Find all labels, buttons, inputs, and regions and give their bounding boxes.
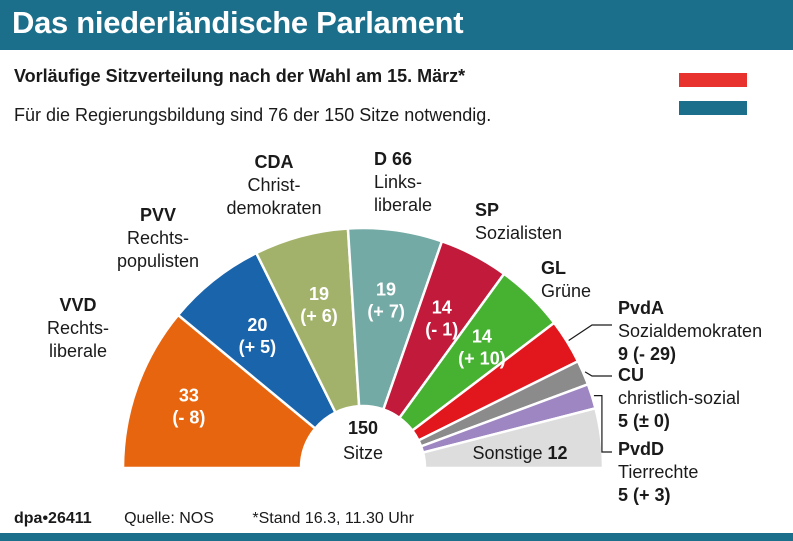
footer: dpa•26411 Quelle: NOS *Stand 16.3, 11.30… xyxy=(14,510,414,528)
party-desc: Grüne xyxy=(541,281,592,301)
seat-value-label: 33 (- 8) xyxy=(172,385,205,427)
party-label-vvd: VVD Rechts-liberale xyxy=(18,294,138,363)
party-label-pvv: PVV Rechts-populisten xyxy=(98,204,218,273)
leader-line xyxy=(584,371,612,377)
dpa-logo: dpa•26411 xyxy=(14,510,92,527)
party-label-d66: D 66 Links-liberale xyxy=(374,148,474,217)
footer-bar xyxy=(0,533,793,541)
party-label-gl: GL Grüne xyxy=(541,257,621,303)
source-note: Quelle: NOS xyxy=(124,510,214,527)
party-seats-change: 5 (± 0) xyxy=(618,411,670,431)
seat-segment-sonstige xyxy=(421,406,605,470)
seat-value-label-sonstige: Sonstige 12 xyxy=(472,443,567,463)
party-label-pvda: PvdA Sozialdemokraten 9 (- 29) xyxy=(618,297,788,366)
party-name: PVV xyxy=(139,205,177,225)
party-name: VVD xyxy=(59,295,97,315)
total-seats: 150 xyxy=(347,418,379,438)
flag-stripe-blue xyxy=(679,101,747,115)
party-desc: christlich-sozial xyxy=(618,388,741,408)
seat-value-label: 19 (+ 6) xyxy=(300,284,338,326)
party-name: PvdD xyxy=(618,439,665,459)
party-name: CU xyxy=(618,365,644,385)
party-desc: Sozialisten xyxy=(475,223,563,243)
chart-note: Für die Regierungsbildung sind 76 der 15… xyxy=(14,105,492,125)
seat-value-label: 14 (- 1) xyxy=(425,297,458,339)
party-name: D 66 xyxy=(374,149,413,169)
leader-line xyxy=(593,395,612,453)
flag-stripe-white xyxy=(679,87,747,101)
seat-value-label: 20 (+ 5) xyxy=(239,315,277,357)
party-label-cu: CU christlich-sozial 5 (± 0) xyxy=(618,364,788,433)
party-name: SP xyxy=(475,200,500,220)
party-name: GL xyxy=(541,258,566,278)
party-desc: Sozialdemokraten xyxy=(618,321,763,341)
party-desc: Links-liberale xyxy=(374,172,433,215)
party-seats-change: 9 (- 29) xyxy=(618,344,677,364)
stand-note: *Stand 16.3, 11.30 Uhr xyxy=(252,510,414,527)
seat-segment-vvd xyxy=(121,313,317,470)
header-bar: Das niederländische Parlament xyxy=(0,0,793,50)
leader-line xyxy=(568,324,612,341)
page-title: Das niederländische Parlament xyxy=(12,5,464,40)
party-desc: Tierrechte xyxy=(618,462,699,482)
total-seats-label: Sitze xyxy=(342,443,384,463)
netherlands-flag-icon xyxy=(679,73,747,115)
party-seats-change: 5 (+ 3) xyxy=(618,485,671,505)
seat-value-label: 19 (+ 7) xyxy=(367,280,405,322)
chart-subtitle: Vorläufige Sitzverteilung nach der Wahl … xyxy=(14,66,466,86)
party-label-cda: CDA Christ-demokraten xyxy=(214,151,334,220)
party-desc: Christ-demokraten xyxy=(226,175,322,218)
party-label-sp: SP Sozialisten xyxy=(475,199,595,245)
party-label-pvdd: PvdD Tierrechte 5 (+ 3) xyxy=(618,438,788,507)
seat-value-label: 14 (+ 10) xyxy=(458,327,506,369)
party-desc: Rechts-liberale xyxy=(46,318,109,361)
party-name: CDA xyxy=(254,152,294,172)
party-desc: Rechts-populisten xyxy=(116,228,200,271)
party-name: PvdA xyxy=(618,298,665,318)
flag-stripe-red xyxy=(679,73,747,87)
